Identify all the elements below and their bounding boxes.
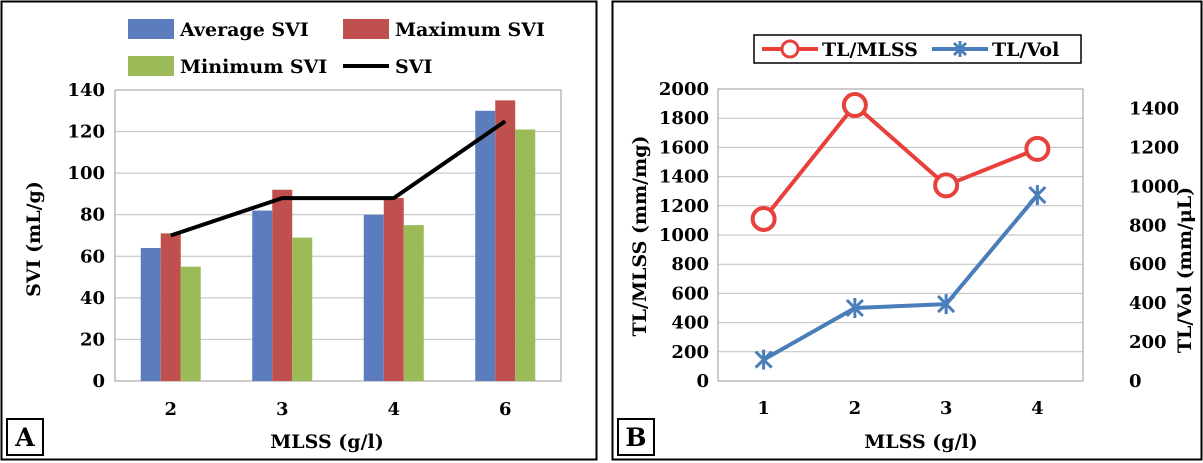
data-point — [754, 349, 773, 370]
series-line — [762, 193, 1039, 362]
legend-label: TL/Vol — [992, 39, 1059, 61]
bar — [515, 129, 536, 381]
legend-label: Minimum SVI — [180, 56, 327, 78]
y-tick-label-left: 1400 — [659, 167, 709, 188]
y-tick-label-right: 0 — [1129, 371, 1142, 392]
chart-a-y-ticks: 0 20 40 60 80 100 120 140 — [67, 80, 105, 392]
y-tick-label-left: 600 — [671, 283, 709, 304]
chart-b-legend: TL/MLSS TL/Vol — [753, 34, 1082, 64]
series-line — [762, 103, 1039, 221]
data-point — [841, 92, 868, 119]
x-tick-label: 6 — [499, 399, 512, 420]
legend-marker — [780, 39, 800, 59]
chart-b-frame — [611, 0, 1203, 461]
y-tick-label-left: 200 — [671, 342, 709, 363]
bar — [160, 233, 181, 381]
chart-b-x-ticks: 1 2 3 4 — [757, 398, 1043, 419]
chart-a-frame — [0, 0, 598, 461]
chart-a: 0 20 40 60 80 100 120 140 2 3 4 6 Average SVI Maxim… — [0, 0, 598, 461]
x-tick-label: 2 — [849, 398, 862, 419]
legend-label: Maximum SVI — [395, 19, 545, 41]
x-tick-label: 1 — [757, 398, 770, 419]
legend-label: SVI — [395, 56, 432, 78]
y-tick-label: 0 — [92, 371, 105, 392]
data-point — [937, 294, 956, 315]
data-point — [1024, 135, 1051, 162]
series-line — [170, 119, 507, 238]
chart-b-y-ticks-right: 0 200 400 600 800 1000 1200 1400 — [1129, 98, 1179, 392]
chart-b-x-label: MLSS (g/l) — [864, 431, 977, 453]
y-tick-label-left: 1600 — [659, 137, 709, 158]
data-point — [750, 205, 777, 232]
y-tick-label-left: 400 — [671, 313, 709, 334]
data-point — [933, 172, 960, 199]
x-tick-label: 4 — [387, 399, 400, 420]
y-tick-label-right: 400 — [1129, 293, 1167, 314]
legend-label: Average SVI — [179, 19, 309, 41]
x-tick-label: 4 — [1031, 398, 1044, 419]
y-tick-label-left: 1800 — [659, 108, 709, 129]
y-tick-label: 40 — [80, 288, 105, 309]
chart-b-y-label-left: TL/MLSS (mm/mg) — [629, 136, 651, 337]
y-tick-label: 140 — [67, 80, 105, 101]
y-tick-label-right: 1000 — [1129, 176, 1179, 197]
legend-swatch — [128, 56, 174, 76]
data-point — [1028, 185, 1047, 206]
y-tick-label-left: 2000 — [659, 79, 709, 100]
chart-a-panel-label: A — [14, 423, 35, 452]
bar — [292, 237, 313, 381]
chart-a-x-ticks: 2 3 4 6 — [164, 399, 511, 420]
bar — [252, 210, 273, 381]
legend-box — [753, 34, 1082, 64]
y-tick-label-right: 1200 — [1129, 137, 1179, 158]
bar — [272, 189, 293, 381]
x-tick-label: 3 — [940, 398, 953, 419]
x-tick-label: 3 — [276, 399, 289, 420]
y-tick-label: 100 — [67, 163, 105, 184]
chart-b-panel-label-box — [617, 418, 655, 456]
y-tick-label-left: 1000 — [659, 225, 709, 246]
y-tick-label: 120 — [67, 122, 105, 143]
chart-a-bars — [140, 100, 536, 382]
y-tick-label-right: 1400 — [1129, 98, 1179, 119]
plot-area — [717, 88, 1084, 382]
bar — [180, 266, 201, 381]
y-tick-label-right: 200 — [1129, 332, 1167, 353]
chart-b-grid — [717, 88, 1084, 382]
y-tick-label-left: 1200 — [659, 196, 709, 217]
legend-label: TL/MLSS — [822, 39, 918, 61]
chart-b-panel-label: B — [625, 423, 646, 452]
chart-a-x-label: MLSS (g/l) — [270, 431, 383, 453]
y-tick-label-left: 800 — [671, 254, 709, 275]
bar — [403, 225, 424, 381]
legend-swatch — [343, 19, 389, 39]
bar — [495, 100, 516, 382]
bar — [363, 214, 384, 381]
y-tick-label: 60 — [80, 246, 105, 267]
y-tick-label: 80 — [80, 205, 105, 226]
bar — [383, 198, 404, 381]
y-tick-label: 20 — [80, 329, 105, 350]
chart-a-panel-label-box — [6, 418, 44, 456]
chart-a-y-label: SVI (mL/g) — [23, 181, 45, 297]
bar — [140, 247, 161, 381]
legend-swatch — [128, 19, 174, 39]
y-tick-label-right: 800 — [1129, 215, 1167, 236]
plot-area — [114, 89, 562, 382]
bar — [475, 110, 496, 382]
chart-a-legend: Average SVI Maximum SVI Minimum SVI SVI — [128, 19, 545, 78]
chart-b-y-ticks-left: 0 200 400 600 800 1000 1200 1400 1600 1800 2000 — [659, 79, 709, 392]
chart-b-y-label-right: TL/Vol (mm/μL) — [1174, 187, 1196, 353]
chart-b-lines — [750, 92, 1051, 370]
y-tick-label-right: 600 — [1129, 254, 1167, 275]
chart-a-line — [170, 119, 507, 238]
data-point — [845, 298, 864, 318]
y-tick-label-left: 0 — [696, 371, 709, 392]
x-tick-label: 2 — [164, 399, 177, 420]
